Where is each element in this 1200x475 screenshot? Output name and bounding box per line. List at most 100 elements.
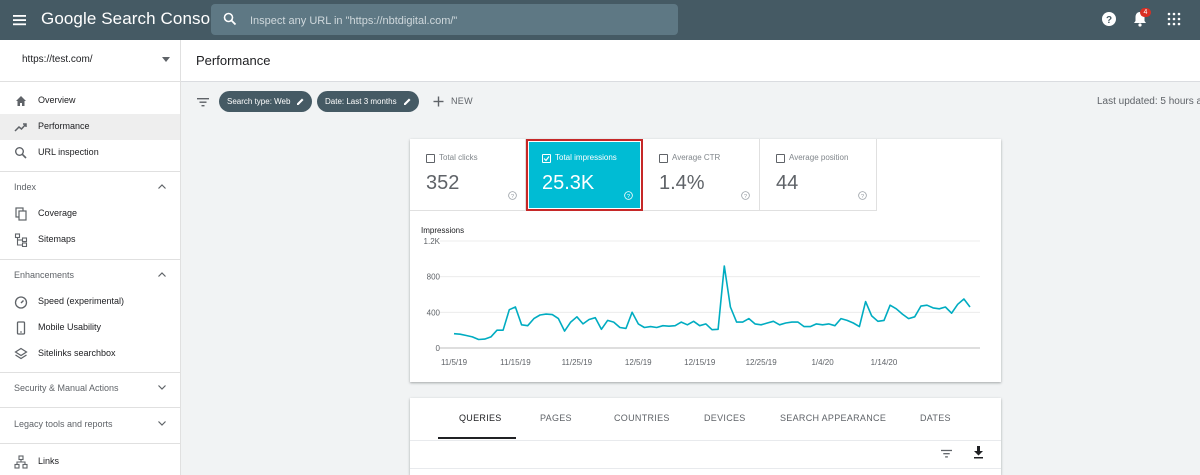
app-title[interactable]: Google Search Console: [41, 9, 224, 28]
phone-icon: [14, 321, 28, 335]
edit-icon: [296, 97, 305, 106]
sidebar-item-links[interactable]: Links: [0, 449, 180, 475]
new-label: NEW: [451, 96, 473, 106]
sidebar-divider: [0, 259, 180, 260]
metric-value: 1.4%: [659, 172, 705, 194]
url-inspection-search[interactable]: [211, 4, 678, 37]
sidebar-item-url-inspection[interactable]: URL inspection: [0, 140, 180, 166]
sidebar-item-overview[interactable]: Overview: [0, 88, 180, 114]
property-selector[interactable]: https://test.com/: [0, 40, 180, 82]
sidebar-item-performance[interactable]: Performance: [0, 114, 180, 140]
metric-label: Average position: [789, 153, 849, 162]
dropdown-arrow-icon: [162, 57, 170, 62]
sidebar-item-sitemaps[interactable]: Sitemaps: [0, 227, 180, 253]
sidebar-section-security[interactable]: Security & Manual Actions: [0, 377, 180, 401]
sidebar-item-sitelinks-searchbox[interactable]: Sitelinks searchbox: [0, 341, 180, 367]
apps-grid-icon[interactable]: [1167, 12, 1183, 28]
metric-label: Average CTR: [672, 153, 721, 162]
x-tick-label: 1/14/20: [871, 358, 898, 367]
sidebar-item-label: URL inspection: [38, 147, 99, 157]
performance-card: Total clicks 352 ? Total impressions 25.…: [410, 139, 1001, 382]
chevron-up-icon: [158, 272, 166, 277]
active-tab-indicator: [438, 437, 516, 439]
x-tick-label: 12/25/19: [746, 358, 778, 367]
help-circle-icon[interactable]: ?: [741, 191, 750, 200]
tab-dates[interactable]: DATES: [908, 398, 960, 440]
impressions-line-chart: 0 400 800 1.2K 11/5/19 11/15/19 11/25/19 12/5/1…: [424, 237, 980, 367]
menu-icon[interactable]: [12, 10, 32, 30]
tab-devices[interactable]: DEVICES: [693, 398, 753, 440]
download-icon[interactable]: [973, 446, 984, 459]
search-type-chip[interactable]: Search type: Web: [219, 91, 313, 112]
help-circle-icon[interactable]: ?: [508, 191, 517, 200]
tab-countries[interactable]: COUNTRIES: [602, 398, 676, 440]
chip-label: Search type: Web: [227, 97, 291, 106]
sidebar-item-label: Speed (experimental): [38, 296, 125, 306]
x-tick-label: 11/15/19: [500, 358, 531, 367]
y-tick-label: 800: [427, 273, 441, 282]
tab-search-appearance[interactable]: SEARCH APPEARANCE: [770, 398, 888, 440]
checkbox-icon[interactable]: [426, 154, 435, 163]
page-header: Performance: [181, 40, 1200, 82]
metric-total-clicks[interactable]: Total clicks 352 ?: [410, 139, 526, 211]
tab-label: DATES: [920, 413, 951, 423]
sidebar-divider: [0, 372, 180, 373]
filter-icon[interactable]: [196, 96, 210, 108]
help-icon[interactable]: ?: [1101, 11, 1117, 27]
edit-icon: [403, 97, 412, 106]
chevron-down-icon: [158, 421, 166, 426]
tab-label: QUERIES: [459, 413, 502, 423]
sidebar-item-speed[interactable]: Speed (experimental): [0, 289, 180, 315]
trending-up-icon: [14, 120, 28, 134]
sidebar-item-coverage[interactable]: Coverage: [0, 201, 180, 227]
chevron-up-icon: [158, 184, 166, 189]
filter-icon[interactable]: [940, 448, 953, 459]
sidebar-section-legacy[interactable]: Legacy tools and reports: [0, 413, 180, 437]
help-circle-icon[interactable]: ?: [858, 191, 867, 200]
sidebar-item-label: Sitelinks searchbox: [38, 348, 116, 358]
top-app-bar: Google Search Console ? 4: [0, 0, 1200, 40]
filter-bar: Search type: Web Date: Last 3 months NEW…: [181, 82, 1200, 122]
metric-average-ctr[interactable]: Average CTR 1.4% ?: [643, 139, 760, 211]
sidebar-item-label: Performance: [38, 121, 90, 131]
notifications-button[interactable]: 4: [1132, 8, 1151, 30]
sidebar-section-index[interactable]: Index: [0, 176, 180, 200]
layers-icon: [14, 347, 28, 361]
tab-label: COUNTRIES: [614, 413, 670, 423]
section-label: Legacy tools and reports: [14, 419, 113, 429]
sidebar-section-enhancements[interactable]: Enhancements: [0, 264, 180, 288]
x-tick-label: 12/5/19: [625, 358, 652, 367]
sidebar-item-mobile-usability[interactable]: Mobile Usability: [0, 315, 180, 341]
metric-value: 25.3K: [542, 172, 595, 194]
tab-label: DEVICES: [704, 413, 746, 423]
y-tick-label: 400: [427, 308, 441, 317]
metric-total-impressions[interactable]: Total impressions 25.3K ?: [526, 139, 643, 211]
sidebar-item-label: Links: [38, 456, 60, 466]
tab-queries[interactable]: QUERIES: [438, 398, 516, 440]
help-circle-icon[interactable]: ?: [624, 191, 633, 200]
home-icon: [14, 94, 28, 108]
sitemap-icon: [14, 233, 28, 247]
checkbox-checked-icon[interactable]: [542, 154, 551, 163]
y-tick-label: 0: [436, 344, 441, 353]
search-input[interactable]: [248, 4, 672, 37]
sidebar-item-label: Overview: [38, 95, 76, 105]
checkbox-icon[interactable]: [776, 154, 785, 163]
sidebar-item-label: Mobile Usability: [38, 322, 102, 332]
metric-average-position[interactable]: Average position 44 ?: [760, 139, 877, 211]
sidebar-divider: [0, 443, 180, 444]
search-icon: [14, 146, 28, 160]
tab-label: SEARCH APPEARANCE: [780, 413, 887, 423]
plus-icon: [433, 96, 444, 107]
date-range-chip[interactable]: Date: Last 3 months: [317, 91, 419, 112]
checkbox-icon[interactable]: [659, 154, 668, 163]
tab-pages[interactable]: PAGES: [528, 398, 584, 440]
svg-text:?: ?: [511, 194, 515, 200]
x-tick-label: 11/5/19: [441, 358, 468, 367]
dimension-tabs-card: QUERIES PAGES COUNTRIES DEVICES SEARCH A…: [410, 398, 1001, 475]
svg-text:?: ?: [744, 194, 748, 200]
impressions-series-line[interactable]: [453, 265, 971, 341]
search-icon: [223, 12, 237, 26]
x-tick-label: 11/25/19: [562, 358, 593, 367]
metric-label: Total clicks: [439, 153, 478, 162]
